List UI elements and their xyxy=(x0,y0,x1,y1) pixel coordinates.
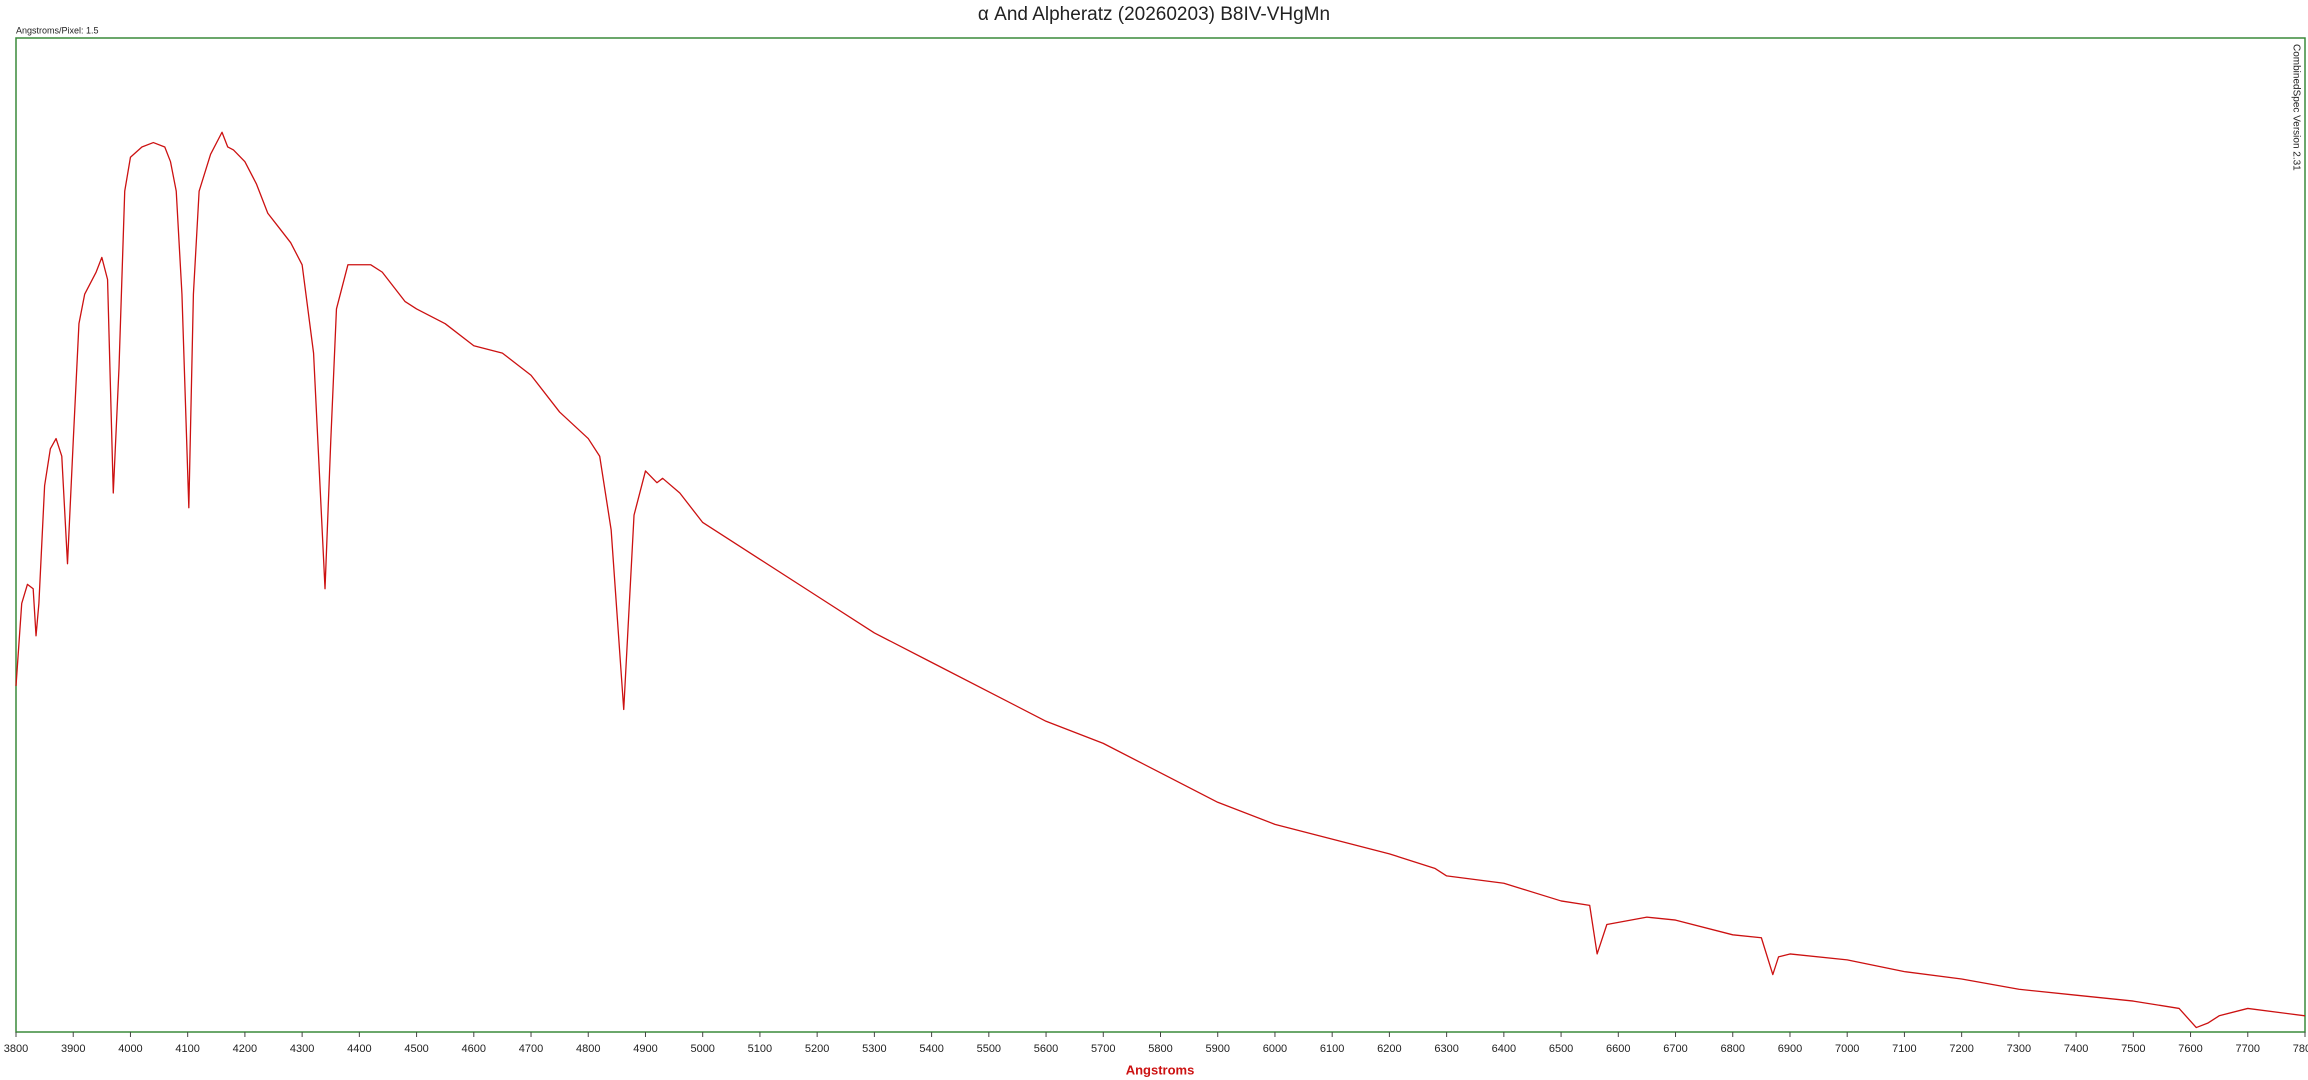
x-tick-label: 6800 xyxy=(1721,1043,1745,1055)
x-tick-label: 6100 xyxy=(1320,1043,1344,1055)
chart-title: α And Alpheratz (20260203) B8IV-VHgMn xyxy=(978,4,1330,25)
x-tick-label: 5300 xyxy=(862,1043,886,1055)
x-tick-label: 4200 xyxy=(233,1043,257,1055)
x-tick-label: 3900 xyxy=(61,1043,85,1055)
x-tick-label: 4000 xyxy=(118,1043,142,1055)
x-tick-label: 4900 xyxy=(633,1043,657,1055)
x-tick-label: 5600 xyxy=(1034,1043,1058,1055)
x-tick-label: 6700 xyxy=(1663,1043,1687,1055)
x-tick-label: 5200 xyxy=(805,1043,829,1055)
x-tick-label: 7000 xyxy=(1835,1043,1859,1055)
x-tick-label: 4300 xyxy=(290,1043,314,1055)
x-tick-label: 4100 xyxy=(175,1043,199,1055)
x-tick-label: 6400 xyxy=(1492,1043,1516,1055)
x-tick-label: 5500 xyxy=(977,1043,1001,1055)
x-tick-label: 7600 xyxy=(2178,1043,2202,1055)
x-tick-label: 7100 xyxy=(1892,1043,1916,1055)
x-tick-label: 5700 xyxy=(1091,1043,1115,1055)
x-tick-label: 3800 xyxy=(4,1043,28,1055)
x-tick-label: 6200 xyxy=(1377,1043,1401,1055)
x-tick-label: 6900 xyxy=(1778,1043,1802,1055)
scale-note: Angstroms/Pixel: 1.5 xyxy=(16,25,99,35)
x-tick-label: 4500 xyxy=(404,1043,428,1055)
x-tick-label: 7300 xyxy=(2007,1043,2031,1055)
plot-frame xyxy=(15,37,2306,1033)
x-tick-label: 6600 xyxy=(1606,1043,1630,1055)
x-tick-label: 5000 xyxy=(690,1043,714,1055)
x-tick-label: 5400 xyxy=(919,1043,943,1055)
x-tick-label: 6000 xyxy=(1263,1043,1287,1055)
x-tick-label: 5800 xyxy=(1148,1043,1172,1055)
version-label: CombinedSpec Version 2.31 xyxy=(2290,44,2301,171)
x-tick-label: 7200 xyxy=(1949,1043,1973,1055)
x-tick-label: 6300 xyxy=(1434,1043,1458,1055)
x-tick-label: 4700 xyxy=(519,1043,543,1055)
spectrum-line xyxy=(15,131,2306,1029)
x-tick-label: 7500 xyxy=(2121,1043,2145,1055)
x-tick-label: 7400 xyxy=(2064,1043,2088,1055)
x-tick-label: 5900 xyxy=(1205,1043,1229,1055)
x-axis-label: Angstroms xyxy=(1126,1062,1195,1077)
x-tick-label: 5100 xyxy=(748,1043,772,1055)
x-tick-label: 7800 xyxy=(2293,1043,2308,1055)
x-tick-label: 4600 xyxy=(462,1043,486,1055)
x-tick-label: 4800 xyxy=(576,1043,600,1055)
x-tick-label: 6500 xyxy=(1549,1043,1573,1055)
x-tick-label: 7700 xyxy=(2236,1043,2260,1055)
x-tick-label: 4400 xyxy=(347,1043,371,1055)
